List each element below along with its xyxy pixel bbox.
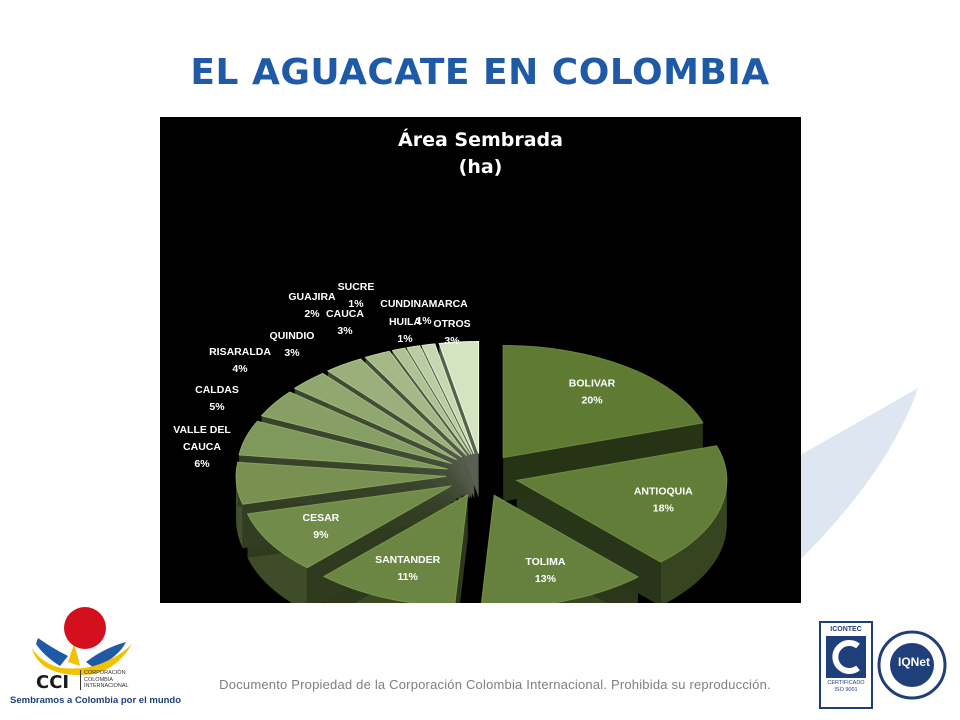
slice-label-line: SUCRE	[338, 281, 375, 293]
slice-label-line: VALLE DEL	[173, 424, 231, 436]
slice-label-line: CESAR	[302, 512, 339, 524]
slice-label-line: 13%	[535, 573, 557, 585]
slice-label-line: 9%	[313, 529, 329, 541]
pie-slice-antioquia	[515, 445, 728, 563]
cci-subtitle-line: COLOMBIA	[84, 676, 114, 683]
pie-slice-tolima	[480, 494, 640, 603]
slice-label-line: 3%	[337, 325, 353, 337]
logo-red-circle	[64, 607, 106, 649]
iqnet-globe	[890, 643, 934, 687]
cci-logo	[32, 607, 132, 675]
slice-label-guajira: GUAJIRA 2%	[288, 291, 336, 320]
cci-subtitle-line: CORPORACIÓN	[84, 670, 126, 676]
icontec-c-mark	[832, 640, 860, 674]
logo-yellow-arc	[32, 644, 132, 675]
iqnet-label: IQNet	[897, 655, 930, 669]
slice-label-huila: HUILA 1%	[389, 316, 421, 345]
slice-label-line: HUILA	[389, 316, 421, 328]
cci-name: CCI	[36, 672, 70, 693]
slice-label-line: 3%	[444, 335, 460, 347]
slice-label-tolima: TOLIMA 13%	[525, 556, 565, 585]
slice-label-line: CAUCA	[183, 441, 221, 453]
pie-slice-valle-del-cauca	[235, 461, 447, 505]
slide-title: EL AGUACATE EN COLOMBIA	[190, 52, 770, 93]
icontec-cert-line: CERTIFICADO	[827, 680, 865, 686]
chart-title: Área Sembrada (ha)	[160, 127, 801, 181]
pie-chart-svg: BOLIVAR 20% ANTIOQUIA 18% TOLIMA 13% SANTANDER…	[173, 281, 728, 603]
slice-label-risaralda: RISARALDA 4%	[209, 346, 271, 375]
slice-label-antioquia: ANTIOQUIA 18%	[634, 485, 693, 514]
pie-slice-guajira	[364, 350, 468, 456]
slice-label-line: 5%	[209, 401, 225, 413]
slice-label-line: RISARALDA	[209, 346, 271, 358]
slice-label-line: CALDAS	[195, 384, 239, 396]
logo-blue-petal	[36, 638, 68, 666]
pie-slice-cundinamarca	[421, 343, 475, 455]
footer-disclaimer: Documento Propiedad de la Corporación Co…	[219, 677, 771, 692]
slice-label-line: GUAJIRA	[288, 291, 336, 303]
cci-tagline: Sembramos a Colombia por el mundo	[10, 695, 182, 706]
slice-label-line: CUNDINAMARCA	[380, 298, 468, 310]
slice-label-sucre: SUCRE 1%	[338, 281, 375, 310]
slice-label-line: 4%	[232, 363, 248, 375]
slice-label-line: 1%	[416, 315, 432, 327]
slice-label-line: SANTANDER	[375, 554, 441, 566]
slice-label-caldas: CALDAS 5%	[195, 384, 239, 413]
icontec-cert-line: ISO 9001	[834, 686, 858, 693]
slice-label-line: QUINDIO	[270, 330, 315, 342]
slice-label-line: 6%	[194, 458, 210, 470]
slice-label-line: 18%	[653, 502, 675, 514]
pie-slice-quindio	[293, 372, 457, 461]
slice-label-cesar: CESAR 9%	[302, 512, 339, 541]
slice-label-line: 1%	[348, 298, 364, 310]
icontec-cert: CERTIFICADO ISO 9001	[822, 680, 870, 693]
logo-blue-petal-right	[86, 642, 126, 668]
slice-label-line: OTROS	[433, 318, 470, 330]
slice-label-santander: SANTANDER 11%	[375, 554, 441, 583]
cci-subtitle: CORPORACIÓN COLOMBIA INTERNACIONAL	[80, 670, 154, 690]
slice-label-otros: OTROS 3%	[433, 318, 470, 347]
pie-slice-otros	[438, 340, 480, 454]
logo-yellow-petal	[68, 644, 80, 666]
slice-label-bolivar: BOLIVAR 20%	[569, 377, 616, 406]
slice-label-line: 2%	[304, 308, 320, 320]
slice-label-line: ANTIOQUIA	[634, 485, 693, 497]
pie-slice-bolivar	[502, 345, 704, 459]
slice-label-line: 3%	[284, 347, 300, 359]
slice-label-line: BOLIVAR	[569, 377, 616, 389]
slice-label-valle-del-cauca: VALLE DEL CAUCA 6%	[173, 424, 231, 470]
pie-slice-side-valle-del-cauca	[236, 476, 243, 549]
slice-label-line: 1%	[397, 333, 413, 345]
slice-label-cauca: CAUCA 3%	[326, 308, 364, 337]
slice-label-line: TOLIMA	[525, 556, 565, 568]
pie-slice-cauca	[326, 358, 463, 458]
pie-slice-side-antioquia	[660, 480, 727, 603]
slice-label-cundinamarca: CUNDINAMARCA 1%	[380, 298, 468, 327]
pie-tops	[235, 340, 728, 603]
pie-slice-risaralda	[260, 391, 452, 464]
pie-slice-caldas	[238, 420, 448, 470]
slice-label-quindio: QUINDIO 3%	[270, 330, 315, 359]
pie-chart-area: Área Sembrada (ha) BOLIVAR 20% ANTIOQUIA 18…	[160, 117, 801, 603]
slice-label-line: CAUCA	[326, 308, 364, 320]
slice-label-line: 11%	[397, 571, 418, 583]
pie-slice-cesar	[246, 485, 452, 569]
certification-logos	[819, 621, 947, 709]
pie-slice-sucre	[391, 347, 471, 455]
swoosh-shape	[800, 388, 918, 560]
pie-slice-santander	[322, 493, 469, 603]
cci-subtitle-line: INTERNACIONAL	[84, 683, 129, 689]
pie-slice-huila	[406, 345, 473, 455]
chart-title-line-2: (ha)	[458, 156, 503, 178]
icontec-label: ICONTEC	[830, 626, 862, 633]
slice-label-line: 20%	[582, 394, 604, 406]
pie-labels: BOLIVAR 20% ANTIOQUIA 18% TOLIMA 13% SANTANDER…	[173, 281, 693, 585]
chart-title-line-1: Área Sembrada	[398, 129, 563, 151]
